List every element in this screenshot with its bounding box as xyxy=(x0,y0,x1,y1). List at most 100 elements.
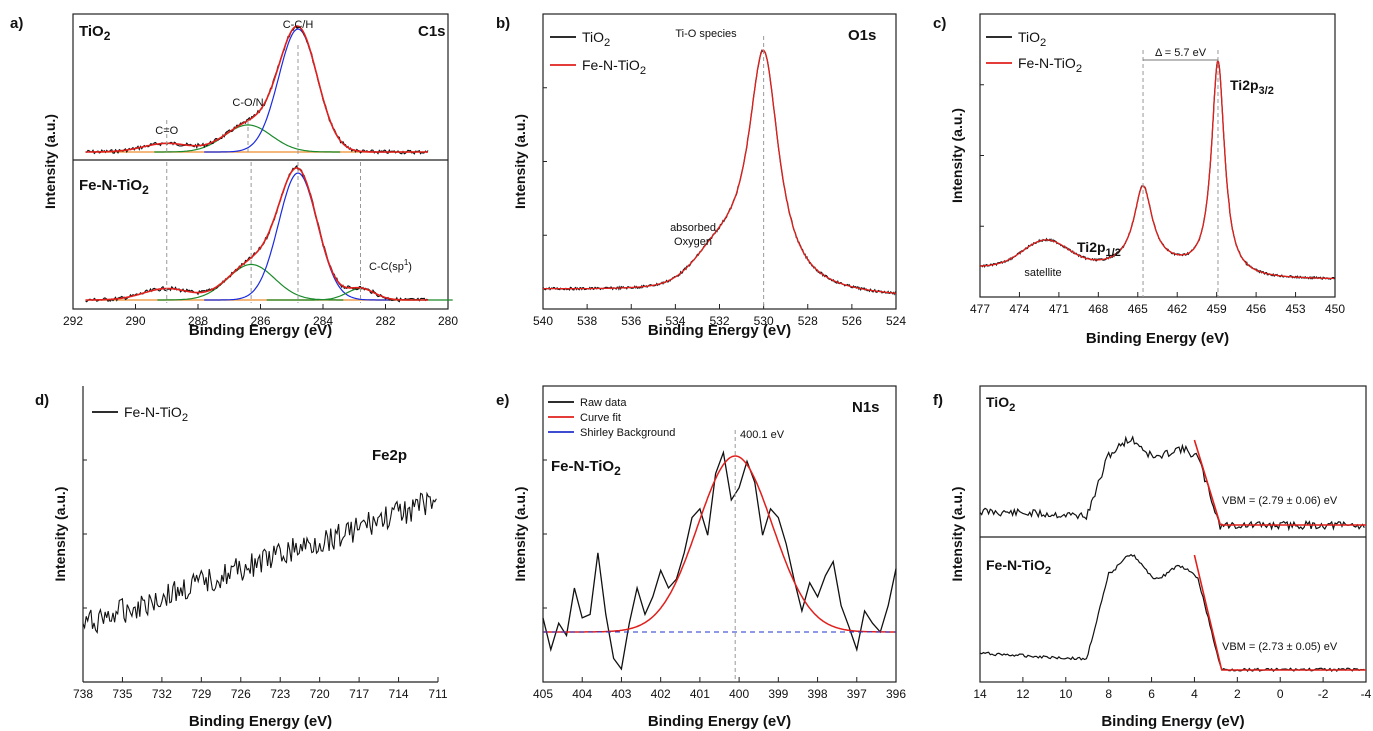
splitting-label: Δ = 5.7 eV xyxy=(1155,47,1207,59)
sample-label: Fe-N-TiO2 xyxy=(551,458,621,478)
x-tick-label: 726 xyxy=(231,687,251,701)
x-tick-label: 540 xyxy=(533,314,553,328)
x-tick-label: 538 xyxy=(577,314,597,328)
legend-label-0: Raw data xyxy=(580,397,627,409)
x-tick-label: 459 xyxy=(1207,302,1227,316)
vb-spectrum xyxy=(979,435,1365,532)
y-axis-label: Intensity (a.u.) xyxy=(42,114,58,209)
legend-label-fe-n-tio2: Fe-N-TiO2 xyxy=(582,57,646,77)
vbm-label: VBM = (2.79 ± 0.06) eV xyxy=(1222,495,1338,507)
x-tick-label: 729 xyxy=(191,687,211,701)
legend-label-fe-n-tio2: Fe-N-TiO2 xyxy=(1018,55,1082,75)
x-tick-label: 474 xyxy=(1009,302,1029,316)
y-axis-label: Intensity (a.u.) xyxy=(512,114,528,209)
sample-label: Fe-N-TiO2 xyxy=(986,557,1051,577)
y-axis-label: Intensity (a.u.) xyxy=(949,108,965,203)
legend-label-tio2: TiO2 xyxy=(1018,29,1046,49)
x-tick-label: 450 xyxy=(1325,302,1345,316)
sample-label: Fe-N-TiO2 xyxy=(79,177,149,197)
vbm-extrapolation xyxy=(1193,554,1223,671)
panel-label: f) xyxy=(933,392,943,409)
x-tick-label: 532 xyxy=(709,314,729,328)
series-fe-n-tio2 xyxy=(543,49,897,294)
x-tick-label: 711 xyxy=(428,687,447,701)
peak-label-c-o-n: C-O/N xyxy=(232,97,263,109)
x-tick-label: 723 xyxy=(270,687,290,701)
series-fe-n-tio2 xyxy=(82,491,437,634)
x-tick-label: 462 xyxy=(1167,302,1187,316)
x-tick-label: 0 xyxy=(1277,687,1284,701)
x-tick-label: 405 xyxy=(533,687,553,701)
panel-label: e) xyxy=(496,392,509,409)
x-tick-label: -2 xyxy=(1318,687,1329,701)
peak-label-c-c-h: C-C/H xyxy=(283,19,314,31)
fit-component-3 xyxy=(204,28,391,153)
envelope-fit xyxy=(85,25,428,153)
x-tick-label: -4 xyxy=(1361,687,1372,701)
panel-a-c1s: 292 290 288 286 284 282 280 Binding Energy (eV)… xyxy=(10,13,458,339)
x-tick-label: 471 xyxy=(1049,302,1069,316)
vbm-extrapolation xyxy=(1193,439,1222,526)
x-tick-label: 8 xyxy=(1105,687,1112,701)
panel-title: C1s xyxy=(418,23,446,40)
annotation-absorbed: absorbed xyxy=(670,222,716,234)
x-tick-label: 526 xyxy=(842,314,862,328)
x-axis-label: Binding Energy (eV) xyxy=(1086,330,1229,347)
x-tick-label: 465 xyxy=(1128,302,1148,316)
panel-title: O1s xyxy=(848,27,876,44)
x-tick-label: 282 xyxy=(375,314,395,328)
x-tick-label: 2 xyxy=(1234,687,1241,701)
x-axis-label: Binding Energy (eV) xyxy=(648,713,791,730)
raw-spectrum xyxy=(85,25,429,155)
series-tio2 xyxy=(542,49,897,296)
series-curve-fit xyxy=(543,455,896,633)
x-tick-label: 286 xyxy=(250,314,270,328)
x-tick-label: 401 xyxy=(690,687,710,701)
x-axis-label: Binding Energy (eV) xyxy=(1101,713,1244,730)
peak-label-satellite: satellite xyxy=(1024,267,1061,279)
series-tio2 xyxy=(979,59,1335,281)
series-raw-data xyxy=(542,449,897,671)
fit-component-3 xyxy=(204,172,391,301)
y-axis-label: Intensity (a.u.) xyxy=(949,487,965,582)
x-tick-label: 6 xyxy=(1148,687,1155,701)
peak-label-c-c-sp: C-C(sp1) xyxy=(369,258,412,273)
peak-label-energy: 400.1 eV xyxy=(740,429,785,441)
x-axis-label: Binding Energy (eV) xyxy=(648,322,791,339)
x-tick-label: 10 xyxy=(1059,687,1073,701)
panel-label: b) xyxy=(496,15,510,32)
x-axis-label: Binding Energy (eV) xyxy=(189,713,332,730)
x-tick-label: 292 xyxy=(63,314,83,328)
x-tick-label: 530 xyxy=(754,314,774,328)
panel-b-o1s: 540 538 536 534 532 530 528 526 524 Binding Energ… xyxy=(496,13,906,339)
x-tick-label: 403 xyxy=(611,687,631,701)
x-tick-label: 12 xyxy=(1016,687,1030,701)
x-tick-label: 717 xyxy=(349,687,369,701)
panel-label: d) xyxy=(35,392,49,409)
panel-label: c) xyxy=(933,15,946,32)
x-tick-label: 534 xyxy=(665,314,685,328)
sample-label: TiO2 xyxy=(79,23,111,43)
fit-component-2 xyxy=(154,124,341,153)
vbm-label: VBM = (2.73 ± 0.05) eV xyxy=(1222,641,1338,653)
x-axis-label: Binding Energy (eV) xyxy=(189,322,332,339)
envelope-fit xyxy=(85,167,428,301)
annotation-ti-o: Ti-O species xyxy=(675,28,737,40)
x-tick-label: 720 xyxy=(310,687,330,701)
panel-label: a) xyxy=(10,15,23,32)
x-tick-label: 397 xyxy=(847,687,867,701)
x-tick-label: 400 xyxy=(729,687,749,701)
x-tick-label: 528 xyxy=(798,314,818,328)
legend-label-tio2: TiO2 xyxy=(582,29,610,49)
panel-title: Fe2p xyxy=(372,447,407,464)
x-tick-label: 536 xyxy=(621,314,641,328)
peak-label-c-o-double: C=O xyxy=(155,125,178,137)
x-tick-label: 398 xyxy=(808,687,828,701)
legend-label-2: Shirley Background xyxy=(580,427,675,439)
x-tick-label: 14 xyxy=(973,687,987,701)
annotation-oxygen: Oxygen xyxy=(674,236,712,248)
x-tick-label: 524 xyxy=(886,314,906,328)
x-tick-label: 738 xyxy=(73,687,93,701)
x-tick-label: 4 xyxy=(1191,687,1198,701)
